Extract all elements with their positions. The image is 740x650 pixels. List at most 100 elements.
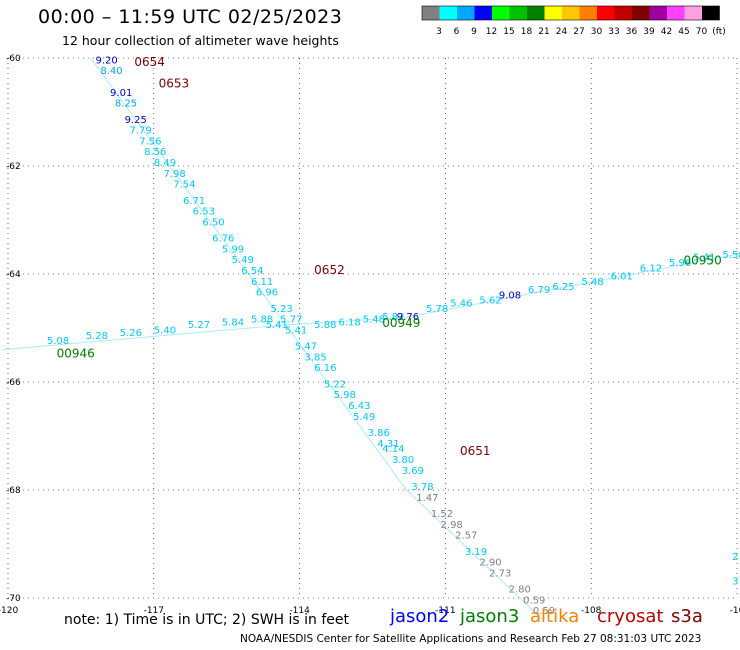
- satellite-jason3: jason3: [460, 606, 520, 627]
- legend-swatch: [597, 6, 615, 20]
- satellite-jason2: jason2: [390, 606, 450, 627]
- wave-height-label: 6.12: [640, 263, 662, 274]
- wave-height-label: 3.86: [368, 428, 390, 439]
- legend-tick-label: 30: [591, 27, 603, 37]
- pass-time-label: 0651: [460, 444, 491, 458]
- legend-swatch: [544, 6, 562, 20]
- wave-height-label: 5.49: [353, 412, 375, 423]
- legend-swatch: [492, 6, 510, 20]
- legend-tick-label: (ft): [712, 27, 726, 37]
- wave-height-label: 3.69: [402, 466, 424, 477]
- legend-swatch: [667, 6, 685, 20]
- credit-line: NOAA/NESDIS Center for Satellite Applica…: [240, 633, 702, 645]
- chart-subtitle: 12 hour collection of altimeter wave hei…: [62, 33, 339, 48]
- wave-height-label: 1.47: [416, 493, 438, 504]
- wave-height-label: 3.80: [392, 455, 414, 466]
- legend-tick-label: 24: [556, 27, 568, 37]
- wave-height-label: 6.71: [183, 196, 205, 207]
- legend-tick-label: 15: [503, 27, 514, 37]
- wave-height-label: 6.54: [241, 266, 263, 277]
- wave-height-label: 5.27: [188, 320, 210, 331]
- wave-height-label: 6.43: [348, 401, 370, 412]
- satellite-s3a: s3a: [671, 606, 703, 627]
- legend-frame: [421, 5, 720, 21]
- wave-height-label: 8.40: [100, 66, 122, 77]
- legend-swatch: [684, 6, 702, 20]
- legend-tick-label: 3: [436, 27, 442, 37]
- wave-height-label: 6.79: [528, 285, 550, 296]
- wave-height-label: 9.20: [95, 55, 117, 66]
- legend-tick-label: 12: [486, 27, 497, 37]
- wave-height-label: 7.79: [130, 126, 152, 137]
- y-tick-label: -64: [6, 270, 21, 280]
- legend-swatch: [457, 6, 475, 20]
- wave-height-label: 6.50: [202, 217, 224, 228]
- legend-swatch: [649, 6, 667, 20]
- wave-height-label: 7.54: [173, 180, 195, 191]
- x-tick-label: -120: [0, 606, 18, 616]
- wave-height-label: 2.57: [455, 531, 477, 542]
- footnote: note: 1) Time is in UTC; 2) SWH is in fe…: [64, 612, 350, 628]
- satellite-cryosat: cryosat: [597, 606, 664, 627]
- wave-height-label: 3.78: [411, 482, 433, 493]
- legend-swatch: [579, 6, 597, 20]
- legend-swatch: [509, 6, 527, 20]
- legend-swatch: [527, 6, 545, 20]
- wave-height-label: 6.96: [256, 288, 278, 299]
- wave-height-map: -120 -117 -114 -111 -108 -10 -60 -62 -64 -66 -68 -7…: [0, 54, 740, 620]
- legend-tick-label: 21: [538, 27, 549, 37]
- ground-track: [3, 253, 740, 351]
- x-tick-label: -108: [581, 606, 602, 616]
- wave-height-label: 5.28: [86, 331, 108, 342]
- legend-swatch: [439, 6, 457, 20]
- wave-height-label: 0.59: [523, 595, 545, 606]
- wave-height-label: 3.19: [465, 547, 487, 558]
- wave-height-label: 5.41: [266, 320, 288, 331]
- legend-tick-label: 36: [626, 27, 638, 37]
- wave-height-label: 5.62: [479, 296, 501, 307]
- legend-tick-label: 42: [661, 27, 672, 37]
- legend-tick-label: 39: [643, 27, 655, 37]
- wave-height-label: 5.23: [270, 304, 292, 315]
- legend-swatch: [702, 6, 720, 20]
- wave-height-label: 2.73: [489, 568, 511, 579]
- wave-height-label: 0.59: [533, 606, 555, 617]
- wave-height-label: 5.41: [693, 253, 715, 264]
- wave-height-label: 5.96: [669, 258, 691, 269]
- wave-height-label: 9.25: [125, 115, 147, 126]
- satellite-altika: altika: [530, 606, 580, 627]
- wave-height-label: 7.98: [164, 169, 186, 180]
- wave-height-label: 4.14: [382, 444, 404, 455]
- x-tick-label: -114: [289, 606, 310, 616]
- wave-height-label: 8.49: [154, 158, 176, 169]
- wave-height-label: 6.11: [251, 277, 273, 288]
- y-tick-label: -68: [6, 486, 21, 496]
- wave-height-label: 2.80: [509, 585, 531, 596]
- wave-height-label: 5.47: [295, 342, 317, 353]
- wave-height-label: 5.88: [314, 320, 336, 331]
- wave-height-label: 5.88: [251, 315, 273, 326]
- wave-height-label: 7.56: [139, 136, 161, 147]
- wave-height-label: 5.08: [47, 336, 69, 347]
- x-tick-label: -117: [144, 606, 164, 616]
- legend-swatch: [632, 6, 650, 20]
- wave-height-label: 2.90: [479, 558, 501, 569]
- wave-height-label: 5.98: [334, 390, 356, 401]
- x-tick-label: -10: [730, 606, 740, 616]
- color-legend: 3 6 9 12 15 18 21 24 27 30 33 36 39 42 45 70 (ft): [421, 5, 726, 37]
- legend-swatch: [474, 6, 492, 20]
- wave-height-label: 5.84: [222, 317, 244, 328]
- legend-tick-label: 18: [521, 27, 533, 37]
- legend-swatch: [614, 6, 632, 20]
- pass-time-label: 0653: [159, 77, 190, 91]
- legend-tick-label: 9: [471, 27, 477, 37]
- wave-height-label: 5.41: [285, 325, 307, 336]
- wave-height-label: 5.40: [154, 325, 176, 336]
- legend-tick-label: 70: [696, 27, 708, 37]
- wave-height-label: 5.58: [722, 250, 740, 261]
- chart-title: 00:00 – 11:59 UTC 02/25/2023: [38, 6, 343, 28]
- wave-height-label: 5.48: [581, 277, 603, 288]
- wave-height-label: 6.01: [611, 271, 633, 282]
- wave-height-label: 6.76: [212, 234, 234, 245]
